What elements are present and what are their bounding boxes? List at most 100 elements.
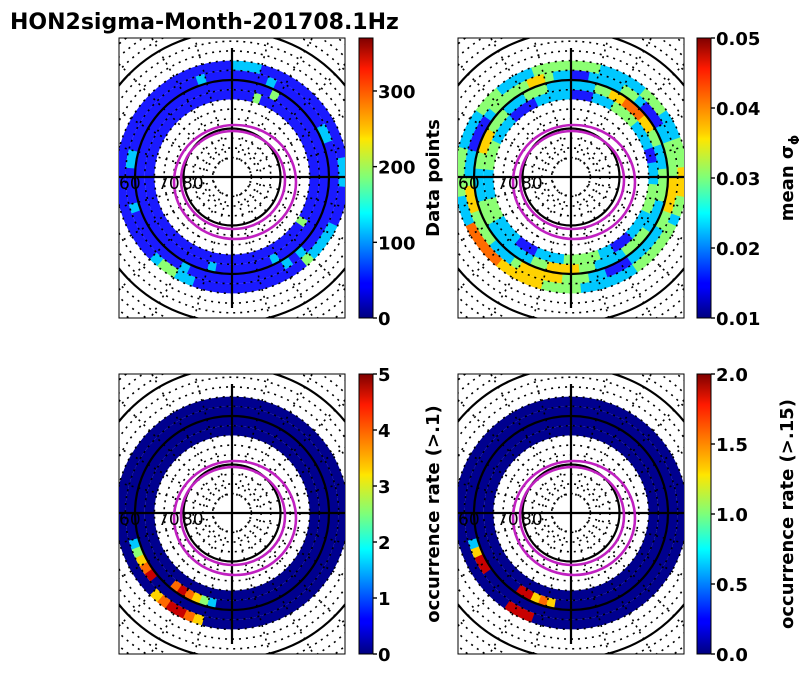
cell [563,425,572,436]
cell [590,249,601,262]
cell [204,71,216,84]
cell [302,203,315,215]
cell [337,493,345,505]
cell [578,416,589,428]
cell [609,101,622,114]
cell [223,590,232,601]
cell [165,114,178,128]
cell [258,247,269,260]
oval-boundary [511,459,637,577]
cell [325,193,338,206]
cell [309,513,320,522]
cell [145,161,156,171]
cell [254,83,266,96]
cell [145,526,158,536]
cell [584,91,595,103]
cell [504,450,517,464]
cell [664,193,677,206]
cell [641,140,654,151]
cell [458,185,466,197]
cell [655,151,667,163]
cell [119,156,128,168]
cell [138,535,150,547]
cell [548,90,558,103]
cell [332,204,345,218]
cell [458,204,471,217]
cell [655,192,667,203]
cell [477,199,489,211]
cell [534,430,545,443]
cell [231,609,242,620]
cell [555,425,565,437]
cell [667,549,681,563]
cell [338,513,345,524]
cell [578,262,588,274]
cell [302,539,315,551]
cell [212,608,224,620]
cell [138,479,151,491]
colorbar-tick-label: 2.0 [716,365,748,386]
plot-area [458,38,684,318]
cell [181,101,194,114]
cell [550,60,563,72]
cell [520,240,533,253]
cell [657,177,668,186]
colorbar-tick-label: 0 [378,309,391,330]
cell [145,190,158,200]
cell [467,476,481,488]
cell [222,406,233,417]
cell [656,496,668,506]
cell [570,273,581,284]
cell [169,567,183,580]
cell [488,539,501,550]
cell [195,94,206,107]
cell [667,213,681,227]
cell [119,166,126,177]
cell [146,153,158,164]
cell [152,132,165,145]
cell [579,406,591,418]
colorbar-tick-label: 1.5 [716,435,748,456]
cell [671,137,684,150]
cell [192,400,205,413]
cell [648,177,659,186]
cell [317,496,329,506]
cell [209,90,219,103]
lat-label: 80 [521,510,543,530]
cell [547,251,558,263]
meridian [240,528,315,654]
cell [570,283,582,294]
cell [248,270,260,283]
cell [597,430,609,443]
cell [615,441,628,454]
cell [136,487,148,498]
cell [514,572,527,585]
oval-boundary [172,459,298,577]
cell [578,80,589,92]
cell [222,609,232,620]
cell [537,594,549,607]
cell [560,619,571,630]
cell [647,497,659,507]
cell [302,140,315,151]
cell [125,157,137,169]
cell [677,513,684,524]
cell [231,263,241,274]
cell [467,140,481,152]
cell [125,167,136,177]
cell [191,277,205,290]
cell [198,258,210,271]
cell [204,407,216,420]
cell [338,503,345,514]
cell [276,105,289,118]
cell [458,156,467,168]
cell [465,529,478,541]
cell [579,618,592,630]
cell [192,64,205,77]
cell [221,283,232,294]
cell [149,139,162,151]
cell [464,184,476,196]
cell [313,199,326,211]
cell [560,283,571,294]
colorbar-scale [696,37,712,319]
